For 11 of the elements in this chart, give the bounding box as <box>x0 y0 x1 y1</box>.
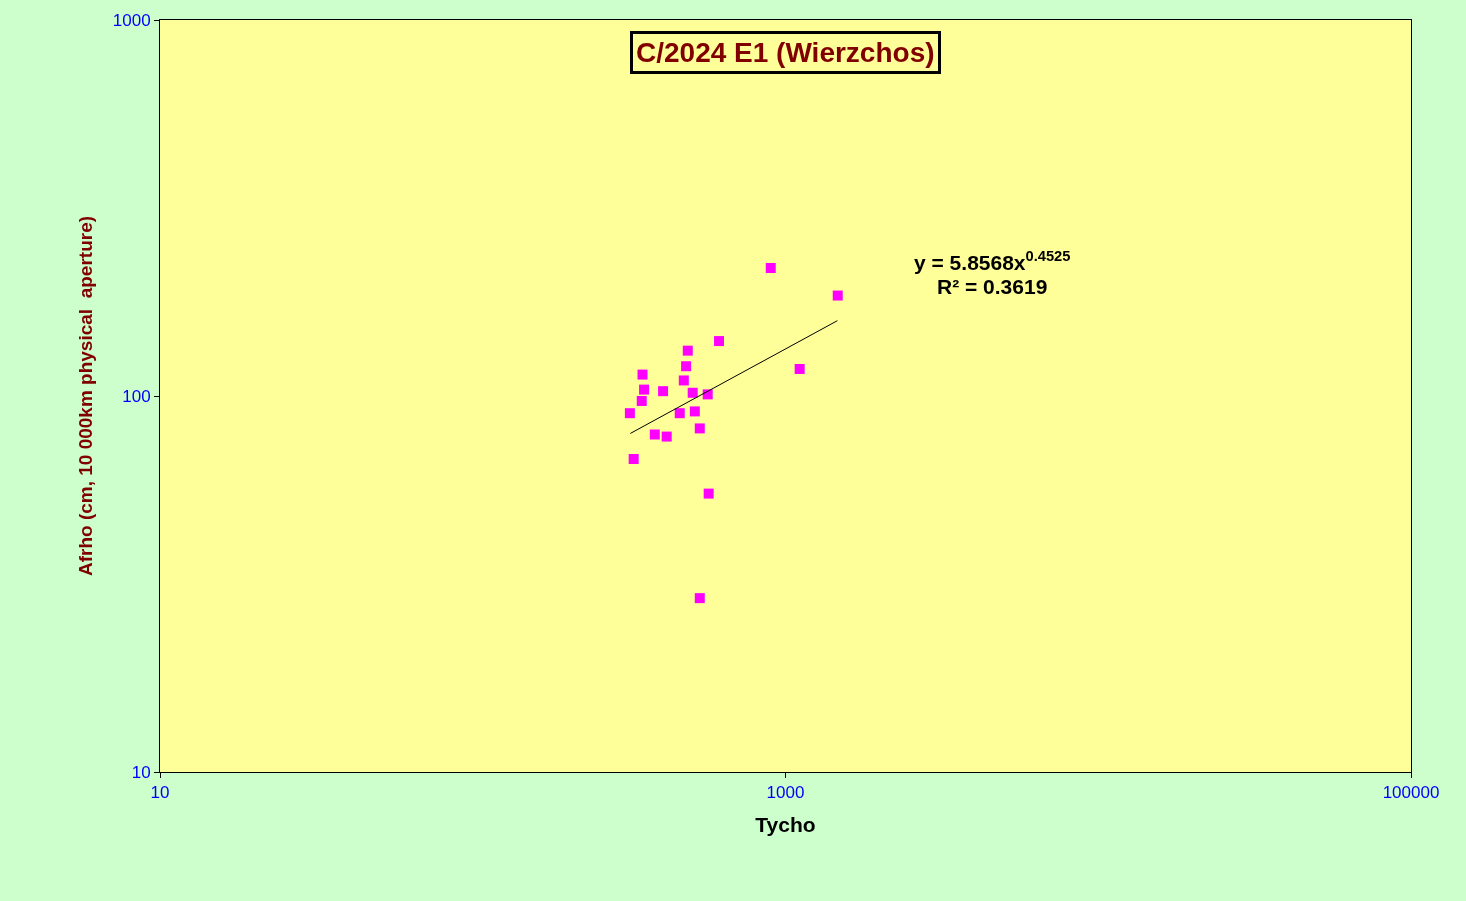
y-tick-label: 100 <box>122 386 151 406</box>
annotation: y = 5.8568x$^{0.4525}$ <box>914 248 1071 274</box>
y-tick-label: 10 <box>131 762 151 782</box>
annotation: R² = 0.3619 <box>937 275 1048 298</box>
x-tick-label: 100000 <box>1382 783 1440 803</box>
y-axis-title: Afrho (cm, 10 000km physical aperture) <box>74 215 96 577</box>
x-axis-title: Tycho <box>755 812 816 836</box>
x-tick-label: 1000 <box>766 783 805 803</box>
text: C/2024 E1 (Wierzchos) <box>636 37 935 68</box>
x-tick-label: 10 <box>150 783 170 803</box>
y-tick-label: 1000 <box>112 10 151 30</box>
